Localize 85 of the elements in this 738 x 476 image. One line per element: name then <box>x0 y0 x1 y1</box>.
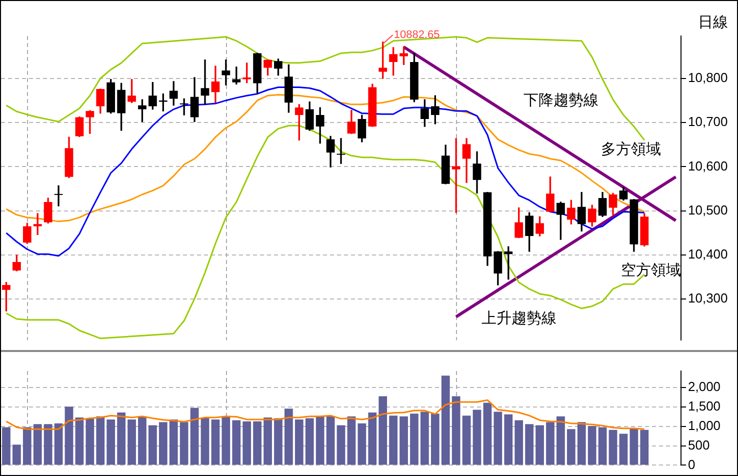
bar <box>462 416 471 465</box>
bar <box>117 412 126 465</box>
bar <box>640 430 649 465</box>
candlestick <box>336 138 346 164</box>
bar <box>242 421 252 465</box>
bar <box>138 416 146 465</box>
y-tick-label: 1,500 <box>688 398 721 414</box>
bar <box>190 408 199 465</box>
bar <box>253 421 262 465</box>
y-tick-label: 10,700 <box>688 114 728 130</box>
bar <box>368 412 377 465</box>
y-tick-label: 10,500 <box>688 202 728 218</box>
bar <box>106 419 116 465</box>
bar <box>169 419 178 465</box>
bar <box>410 414 418 465</box>
bar <box>536 425 544 465</box>
candlestick <box>452 138 460 213</box>
candlestick <box>222 60 230 86</box>
candlestick <box>200 60 210 105</box>
bar <box>264 418 272 465</box>
bar <box>358 423 366 465</box>
bar <box>630 428 638 465</box>
bar <box>305 418 314 465</box>
bar <box>472 410 482 465</box>
bar <box>64 406 74 465</box>
y-axis-title: 日線 <box>698 14 728 32</box>
y-tick-label: 500 <box>688 437 710 452</box>
bar <box>222 416 230 465</box>
bar <box>336 425 346 465</box>
y-tick-label: 10,600 <box>688 158 728 174</box>
annotation: 上升趨勢線 <box>482 310 556 328</box>
bar <box>12 444 21 465</box>
bar <box>180 422 188 465</box>
bar <box>158 422 168 465</box>
candlestick <box>180 98 188 116</box>
y-tick-label: 10,300 <box>688 290 728 306</box>
bar <box>326 416 335 465</box>
annotation: 多方領域 <box>601 141 661 158</box>
bar <box>22 427 32 465</box>
bar <box>86 418 94 465</box>
bar <box>430 414 440 465</box>
bar <box>525 424 534 465</box>
bar <box>588 426 596 465</box>
y-tick-label: 2,000 <box>688 379 721 394</box>
bar <box>347 416 356 465</box>
bar <box>400 416 408 465</box>
bar <box>378 396 388 465</box>
bar <box>546 422 554 465</box>
bar <box>75 418 84 465</box>
bar <box>556 416 565 465</box>
annotation: 10882.65 <box>394 28 440 41</box>
bar <box>232 420 241 465</box>
bar <box>33 424 42 465</box>
bar <box>420 412 429 465</box>
bar <box>316 416 324 465</box>
bar <box>128 419 136 465</box>
bar <box>200 418 210 465</box>
bar <box>274 418 282 465</box>
bar <box>211 419 220 465</box>
bar <box>44 424 52 465</box>
bar <box>504 414 513 465</box>
y-tick-label: 10,400 <box>688 246 728 262</box>
bar <box>577 422 586 465</box>
bar <box>494 412 502 465</box>
bar <box>608 430 618 465</box>
bar <box>619 434 628 465</box>
bar <box>389 416 398 465</box>
y-tick-label: 10,800 <box>688 70 728 85</box>
bar <box>148 425 157 465</box>
bar <box>441 376 450 465</box>
annotation: 空方領域 <box>621 262 681 280</box>
bar <box>284 408 293 465</box>
bar <box>566 429 576 465</box>
bar <box>2 427 10 465</box>
bar <box>54 423 63 465</box>
bar <box>598 427 607 465</box>
bar <box>294 419 304 465</box>
annotation: 下降趨勢線 <box>524 92 598 110</box>
bar <box>452 396 460 465</box>
bar <box>96 416 105 465</box>
bar <box>514 420 524 465</box>
candlestick <box>54 185 63 206</box>
y-tick-label: 0 <box>688 456 696 472</box>
bar <box>483 402 492 465</box>
y-tick-label: 1,000 <box>688 418 721 434</box>
